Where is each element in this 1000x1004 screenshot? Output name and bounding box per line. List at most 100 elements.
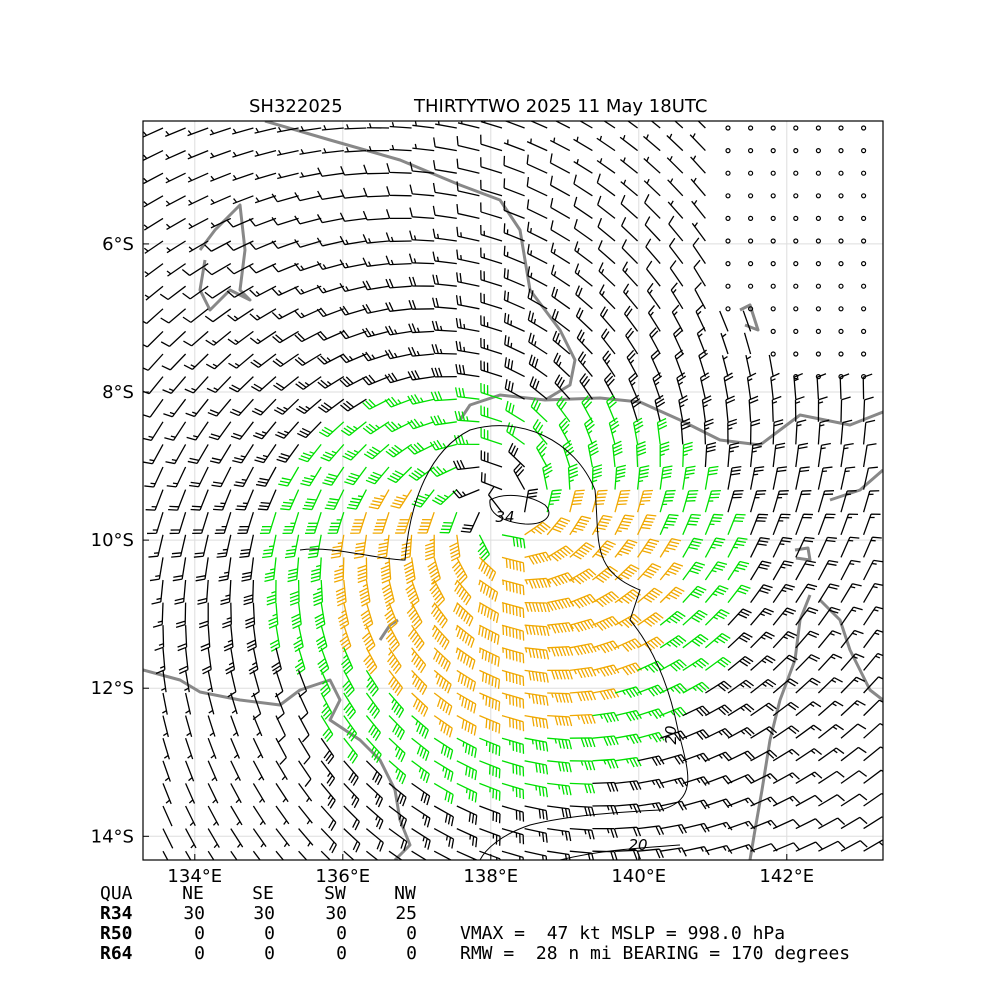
- wind-barb: [562, 439, 575, 468]
- wind-barb: [748, 395, 759, 422]
- wind-barb: [524, 601, 551, 613]
- wind-barb: [204, 240, 232, 252]
- wind-barb: [343, 782, 360, 809]
- wind-barb: [143, 353, 164, 371]
- wind-barb: [599, 306, 616, 332]
- wind-barb: [175, 602, 187, 629]
- wind-barb: [451, 557, 468, 585]
- wind-barb: [452, 488, 480, 499]
- wind-barb: [622, 261, 639, 287]
- calm-marker: [747, 148, 754, 154]
- wind-barb: [480, 225, 503, 242]
- wind-barb: [659, 562, 684, 581]
- wind-barb: [429, 466, 458, 477]
- wind-barb: [162, 805, 173, 827]
- table-cell: 25: [395, 903, 417, 924]
- wind-barb: [339, 212, 367, 222]
- wind-barb: [395, 511, 413, 534]
- calm-marker: [793, 283, 799, 289]
- wind-barb: [365, 715, 381, 741]
- wind-barb: [312, 579, 324, 607]
- wind-barb: [453, 602, 474, 627]
- wind-barb: [144, 263, 164, 278]
- wind-barb: [160, 308, 187, 324]
- wind-barb: [575, 307, 593, 332]
- wind-barb: [277, 172, 299, 180]
- wind-barb: [387, 647, 402, 675]
- wind-barb: [727, 679, 754, 694]
- wind-barb: [727, 703, 755, 717]
- wind-barb: [366, 145, 390, 152]
- table-cell: 0: [194, 943, 205, 964]
- wind-barb: [772, 678, 799, 694]
- wind-barb: [280, 489, 300, 511]
- wind-barb: [591, 489, 608, 513]
- wind-barb: [659, 441, 670, 468]
- wind-barb: [504, 357, 525, 378]
- table-cell: 30: [325, 903, 347, 924]
- wind-barb: [411, 805, 431, 828]
- wind-barb: [454, 410, 480, 423]
- wind-barb: [795, 513, 814, 536]
- wind-barb: [350, 512, 368, 534]
- wind-barb: [368, 489, 390, 510]
- wind-barb: [456, 272, 480, 287]
- wind-barb: [342, 670, 355, 698]
- wind-barb: [166, 217, 186, 230]
- wind-barb: [184, 715, 193, 737]
- wind-barb: [652, 372, 663, 400]
- wind-barb: [387, 466, 413, 484]
- wind-barb: [584, 417, 595, 445]
- wind-barb: [143, 195, 164, 208]
- wind-barb: [322, 466, 345, 486]
- wind-barb: [214, 512, 232, 535]
- wind-barb: [840, 466, 856, 490]
- wind-barb: [614, 803, 642, 814]
- wind-barb: [503, 121, 525, 129]
- wind-barb: [547, 669, 573, 680]
- wind-barb: [620, 179, 639, 197]
- wind-barb: [818, 770, 845, 784]
- wind-barb: [365, 850, 379, 860]
- calm-marker: [725, 261, 731, 267]
- wind-barb: [433, 760, 454, 782]
- wind-barb: [524, 760, 549, 775]
- wind-barb: [480, 157, 503, 174]
- wind-barb: [795, 677, 821, 694]
- calm-marker: [815, 215, 822, 221]
- wind-barb: [795, 630, 820, 649]
- wind-barb: [614, 662, 643, 676]
- wind-barb: [409, 184, 435, 197]
- coastline: [739, 303, 760, 332]
- wind-barb: [228, 353, 254, 369]
- wind-barb: [269, 625, 281, 652]
- wind-barb: [319, 670, 331, 698]
- wind-barb: [275, 692, 285, 721]
- wind-barb: [254, 149, 277, 157]
- wind-barb: [172, 557, 187, 582]
- calm-marker: [770, 170, 776, 176]
- calm-marker: [770, 238, 776, 244]
- wind-barb: [165, 127, 186, 137]
- wind-barb: [204, 263, 232, 276]
- wind-barb: [659, 586, 685, 604]
- wind-barb: [294, 353, 322, 366]
- wind-barb: [298, 443, 322, 463]
- wind-barb: [817, 724, 844, 739]
- wind-barb: [411, 489, 435, 508]
- wind-barb: [456, 715, 477, 736]
- wind-barb: [274, 670, 284, 698]
- storm-id: SH322025: [249, 96, 343, 117]
- wind-barb: [165, 172, 186, 184]
- wind-barb: [721, 355, 729, 377]
- calm-marker: [838, 215, 844, 221]
- wind-barb: [390, 489, 413, 509]
- wind-barb: [432, 182, 457, 197]
- contour-label: 20: [628, 836, 647, 854]
- wind-barb: [727, 537, 748, 558]
- wind-barb: [346, 489, 367, 510]
- wind-barb: [143, 308, 164, 325]
- wind-barb: [184, 692, 192, 715]
- wind-barb: [479, 805, 501, 824]
- wind-barb: [772, 442, 786, 468]
